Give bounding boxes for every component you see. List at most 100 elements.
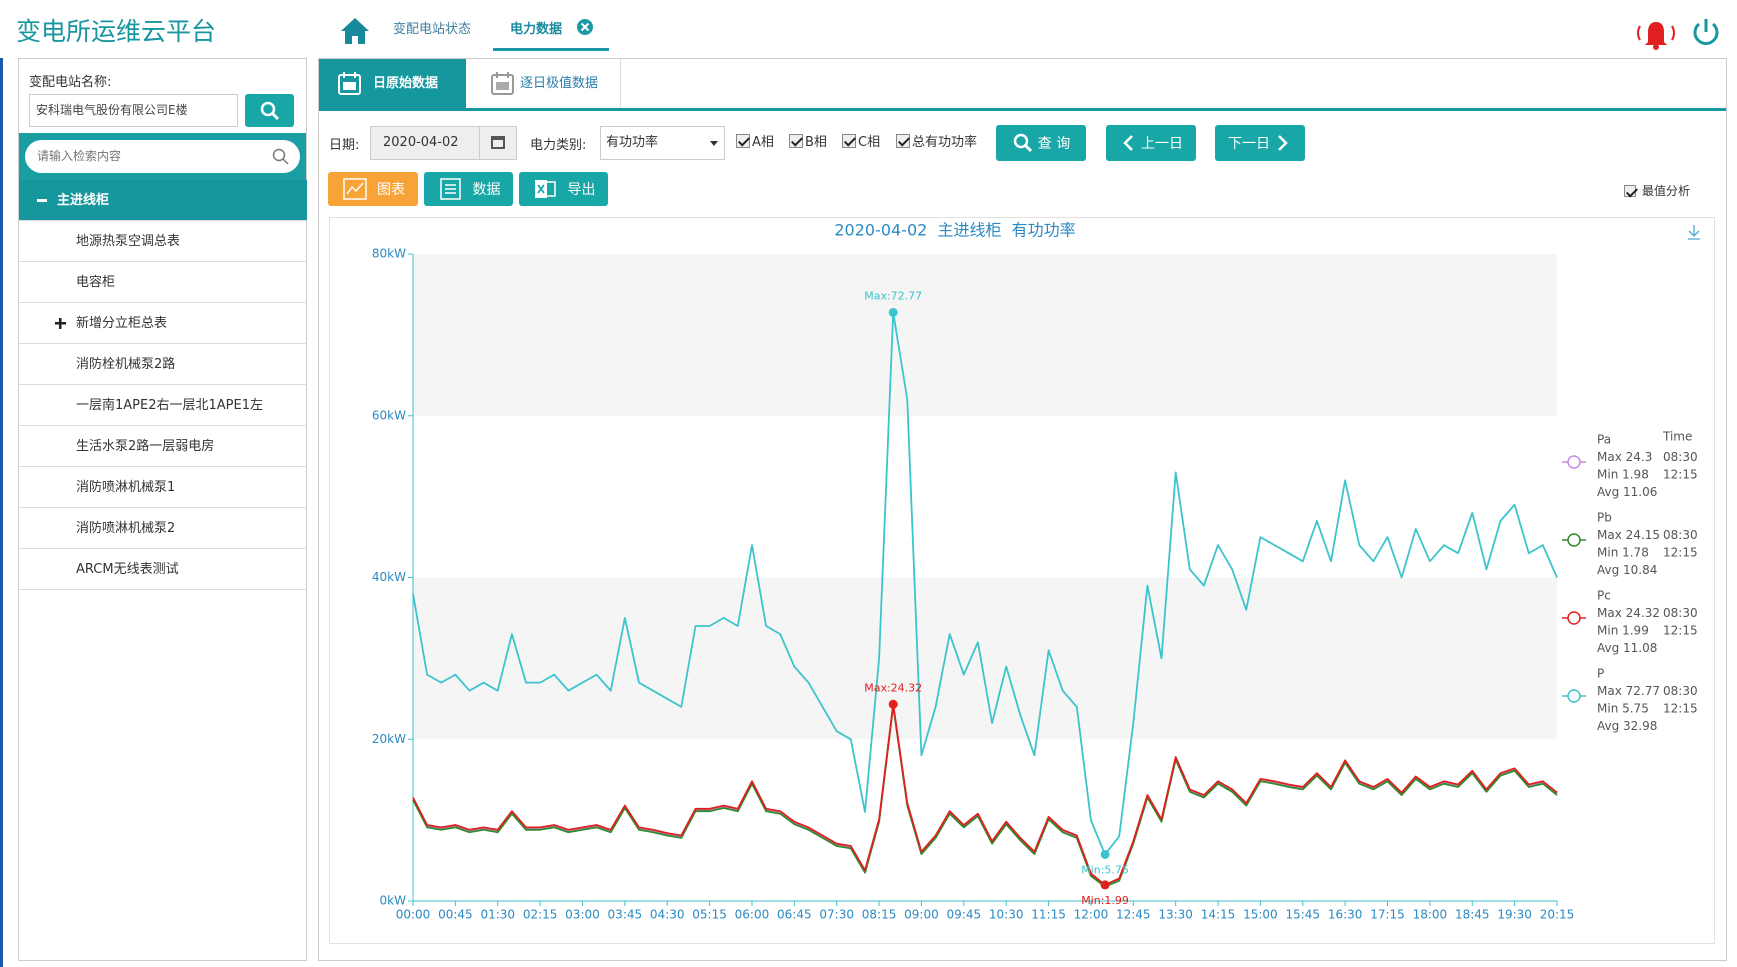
select-arrow <box>710 141 718 150</box>
legend-name: Pa <box>1597 433 1611 447</box>
power-icon[interactable] <box>1690 16 1722 48</box>
tree-item[interactable]: 消防栓机械泵2路 <box>19 344 307 385</box>
query-button[interactable]: 查 询 <box>996 125 1086 161</box>
download-icon[interactable] <box>1688 225 1700 240</box>
date-label: 日期: <box>329 138 360 153</box>
expand-icon[interactable] <box>55 318 66 329</box>
x-tick-label: 03:45 <box>608 908 643 922</box>
x-tick-label: 18:00 <box>1413 908 1448 922</box>
x-tick-label: 18:45 <box>1455 908 1490 922</box>
station-input[interactable]: 安科瑞电气股份有限公司E楼 <box>29 94 238 127</box>
checkbox[interactable]: 总有功功率 <box>896 131 977 150</box>
x-tick-label: 10:30 <box>989 908 1024 922</box>
legend-stat-time: 12:15 <box>1663 702 1698 716</box>
nav-tab[interactable]: 变配电站状态 <box>393 22 472 37</box>
tree-item[interactable]: ARCM无线表测试 <box>19 549 307 590</box>
x-tick-label: 13:30 <box>1158 908 1193 922</box>
legend-stat: Avg 11.08 <box>1597 641 1657 655</box>
tree-search-icon[interactable] <box>271 147 291 167</box>
legend-swatch <box>1567 455 1581 469</box>
series-line <box>412 704 1558 888</box>
prev-day-button[interactable]: 上一日 <box>1106 125 1196 161</box>
next-day-label: 下一日 <box>1228 136 1270 152</box>
tree-item[interactable]: 一层南1APE2右一层北1APE1左 <box>19 385 307 426</box>
x-tick-label: 12:45 <box>1116 908 1151 922</box>
next-day-button[interactable]: 下一日 <box>1215 125 1305 161</box>
list-icon <box>439 178 461 200</box>
chart-view-label: 图表 <box>377 182 405 198</box>
date-input[interactable]: 2020-04-02 <box>370 126 480 160</box>
x-tick-label: 06:00 <box>735 908 770 922</box>
checkbox-label: A相 <box>752 135 774 150</box>
y-tick-label: 20kW <box>372 732 406 746</box>
collapse-icon[interactable] <box>37 199 47 202</box>
legend-swatch <box>1567 689 1581 703</box>
legend-stat: Min 1.78 <box>1597 546 1649 560</box>
month-icon <box>491 72 514 95</box>
extreme-point <box>1100 880 1110 890</box>
legend-stat: Avg 32.98 <box>1597 719 1657 733</box>
x-tick-label: 14:15 <box>1201 908 1236 922</box>
close-tab-icon[interactable] <box>576 18 594 36</box>
legend-name: Pb <box>1597 511 1612 525</box>
x-tick-label: 12:00 <box>1074 908 1109 922</box>
extreme-label: Min:5.75 <box>1081 863 1129 876</box>
checkbox[interactable]: B相 <box>789 131 827 150</box>
app-title: 变电所运维云平台 <box>16 17 217 46</box>
legend-stat: Max 72.77 <box>1597 684 1660 698</box>
excel-icon <box>534 180 556 198</box>
tree-item[interactable]: 生活水泵2路一层弱电房 <box>19 426 307 467</box>
legend-stat: Max 24.15 <box>1597 528 1660 542</box>
legend-stat: Avg 11.06 <box>1597 485 1657 499</box>
station-search-button[interactable] <box>245 94 294 127</box>
y-tick-label: 40kW <box>372 570 406 584</box>
legend-name: P <box>1597 667 1604 681</box>
search-icon <box>1013 133 1032 153</box>
legend-header: Time <box>1662 430 1692 444</box>
checkbox-label: B相 <box>805 135 827 150</box>
nav-tab-active[interactable]: 电力数据 <box>510 22 563 37</box>
x-tick-label: 09:45 <box>947 908 982 922</box>
data-tab[interactable]: 逐日极值数据 <box>466 59 621 109</box>
extreme-checkbox[interactable]: 最值分析 <box>1624 182 1690 199</box>
prev-day-label: 上一日 <box>1141 136 1183 152</box>
export-button[interactable]: 导出 <box>519 172 608 206</box>
search-icon <box>260 101 279 120</box>
type-select[interactable]: 有功功率 <box>600 126 725 160</box>
legend-stat-time: 12:15 <box>1663 468 1698 482</box>
data-tab-active[interactable]: 日原始数据 <box>319 59 466 109</box>
x-tick-label: 09:00 <box>904 908 939 922</box>
tree-item[interactable]: 地源热泵空调总表 <box>19 221 307 262</box>
x-tick-label: 04:30 <box>650 908 685 922</box>
checkbox[interactable]: C相 <box>842 131 880 150</box>
alarm-icon[interactable] <box>1630 16 1682 50</box>
legend-swatch <box>1567 611 1581 625</box>
grid-band <box>413 577 1557 740</box>
x-tick-label: 00:45 <box>438 908 473 922</box>
legend-stat: Min 1.99 <box>1597 624 1649 638</box>
checkbox-label: C相 <box>858 135 881 150</box>
x-tick-label: 19:30 <box>1497 908 1532 922</box>
tree-item[interactable]: 新增分立柜总表 <box>19 303 307 344</box>
legend-stat-time: 08:30 <box>1663 450 1698 464</box>
chart: 2020-04-02 主进线柜 有功功率 0kW 20kW 40kW 60kW 80kW… <box>329 217 1715 944</box>
home-icon[interactable] <box>340 16 370 46</box>
series-line <box>412 311 1558 856</box>
tree-search-input[interactable]: 请输入检索内容 <box>25 140 300 173</box>
tree-item-selected[interactable]: 主进线柜 <box>19 180 307 221</box>
tree-item[interactable]: 电容柜 <box>19 262 307 303</box>
tab-line <box>319 108 1726 111</box>
checkbox[interactable]: A相 <box>736 131 774 150</box>
chart-view-button[interactable]: 图表 <box>328 172 418 206</box>
legend-name: Pc <box>1597 589 1611 603</box>
data-view-button[interactable]: 数据 <box>424 172 513 206</box>
tree-item[interactable]: 消防喷淋机械泵2 <box>19 508 307 549</box>
checkbox-label: 总有功功率 <box>912 135 978 150</box>
legend-swatch <box>1567 533 1581 547</box>
date-picker-button[interactable] <box>479 126 517 160</box>
tree-item[interactable]: 消防喷淋机械泵1 <box>19 467 307 508</box>
tab-underline <box>493 48 609 51</box>
y-tick-label: 60kW <box>372 408 406 422</box>
data-view-label: 数据 <box>472 182 501 198</box>
x-tick-label: 15:00 <box>1243 908 1278 922</box>
